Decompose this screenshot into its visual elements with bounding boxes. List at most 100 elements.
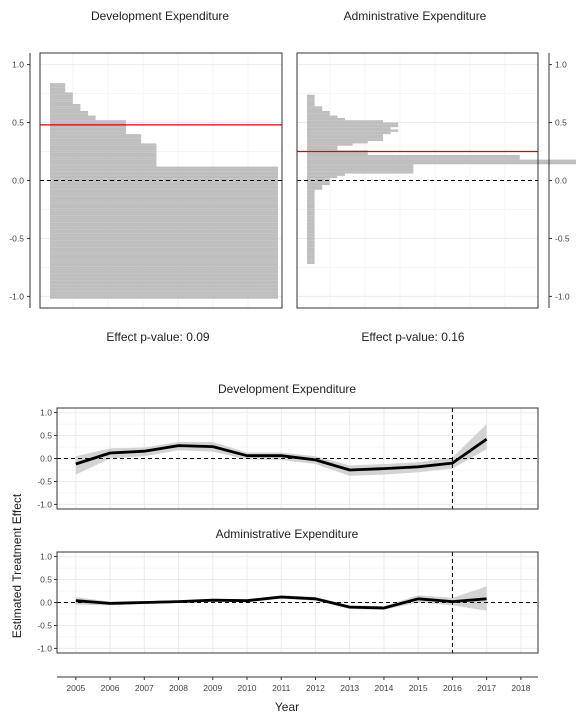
hist-bar [307, 113, 330, 116]
hist-bar [50, 233, 278, 237]
confidence-band [75, 586, 487, 611]
hist-bar [50, 277, 278, 281]
hist-bar [307, 134, 383, 137]
hist-bar [307, 261, 315, 264]
line-title-administrative: Administrative Expenditure [216, 527, 359, 541]
hist-bar [50, 168, 278, 172]
hist-bar [50, 157, 157, 160]
hist-bar [50, 236, 278, 239]
hist-bar [307, 110, 330, 114]
hist-bar [50, 282, 278, 285]
pvalue-administrative: Effect p-value: 0.16 [361, 330, 465, 344]
hist-bar [50, 243, 278, 246]
hist-bar [50, 226, 278, 230]
hist-bar [307, 194, 315, 197]
hist-bar [307, 99, 315, 102]
hist-bar [307, 219, 315, 223]
hist-bar [50, 141, 142, 144]
hist-bar [50, 266, 278, 269]
hist-bar [50, 178, 278, 181]
hist-bar [307, 148, 338, 151]
hist-bar [50, 263, 278, 267]
hist-bar [307, 180, 330, 183]
hist-bar [307, 250, 315, 253]
line-panel-administrative: -1.0 -0.5 0.0 0.5 1.0 [37, 551, 539, 654]
hist-bar [50, 131, 126, 135]
hist-bar [50, 229, 278, 232]
hist-bar [50, 138, 142, 142]
hist-bar [50, 108, 81, 111]
hist-bar [50, 94, 73, 98]
y-axis-label: Estimated Treatment Effect [10, 493, 24, 638]
hist-bar [307, 117, 345, 121]
hist-bar [307, 136, 383, 139]
hist-bar [50, 104, 81, 107]
hist-bar [50, 150, 157, 153]
hist-bar [50, 92, 73, 95]
y-tick-label-left: 1.0 [12, 60, 24, 70]
x-tick-label: 2012 [306, 683, 325, 693]
hist-bar [50, 187, 278, 190]
line-panel-development: -1.0 -0.5 0.0 0.5 1.0 [37, 407, 539, 510]
hist-bar [307, 185, 323, 188]
hist-bar [307, 94, 315, 98]
hist-bar [307, 127, 391, 130]
x-tick-label: 2017 [477, 683, 496, 693]
hist-bar [307, 166, 414, 169]
y-tick-label-left: -0.5 [9, 233, 24, 243]
hist-bar [307, 240, 315, 244]
hist-bar [50, 257, 278, 260]
hist-bar [307, 192, 315, 195]
y-tick-label-left: 0.0 [12, 176, 24, 186]
hist-bar [50, 175, 278, 179]
hist-bar [307, 161, 576, 165]
hist-bar [50, 171, 278, 174]
hist-bar [50, 155, 157, 158]
x-tick-label: 2016 [443, 683, 462, 693]
hist-bar [50, 250, 278, 253]
panel-border [39, 52, 283, 309]
hist-bar [50, 185, 278, 188]
hist-bar [307, 97, 315, 100]
y-tick-label: 1.0 [40, 552, 52, 562]
year-axis: 2005 2006 2007 2008 2009 2010 2011 2012 2013 2014… [57, 676, 538, 693]
x-tick-label: 2014 [374, 683, 393, 693]
hist-bar [50, 238, 278, 241]
panel-border [296, 52, 539, 309]
hist-bar [50, 259, 278, 262]
hist-bar [50, 203, 278, 206]
hist-bar [50, 231, 278, 234]
hist-bar [50, 85, 66, 88]
hist-bar [50, 189, 278, 193]
y-tick-label-right: 0.5 [555, 118, 567, 128]
hist-bar [307, 145, 338, 149]
y-tick-label-right: 1.0 [555, 60, 567, 70]
hist-bar [50, 208, 278, 211]
hist-bar [50, 196, 278, 200]
hist-bar [307, 120, 383, 123]
hist-bar [307, 182, 330, 186]
hist-bar [307, 238, 315, 241]
hist-bar [307, 173, 345, 176]
hist-bar [50, 129, 126, 132]
hist-bar [50, 122, 126, 125]
hist-bar [307, 108, 323, 111]
x-tick-label: 2005 [66, 683, 85, 693]
hist-bar [307, 106, 323, 109]
hist-bar [50, 166, 278, 169]
hist-bar [307, 143, 353, 146]
y-tick-label: -0.5 [37, 620, 52, 630]
y-tick-label: 1.0 [40, 408, 52, 418]
hist-bar [50, 201, 278, 204]
hist-bar [307, 226, 315, 230]
x-tick-label: 2007 [135, 683, 154, 693]
x-tick-label: 2015 [409, 683, 428, 693]
hist-bar [307, 104, 315, 107]
hist-bar [50, 275, 278, 278]
histogram-administrative [296, 52, 576, 309]
hist-bar [50, 113, 88, 116]
hist-bar [50, 159, 157, 162]
hist-bar [307, 199, 315, 202]
hist-bar [50, 97, 73, 100]
hist-bar [307, 101, 315, 104]
